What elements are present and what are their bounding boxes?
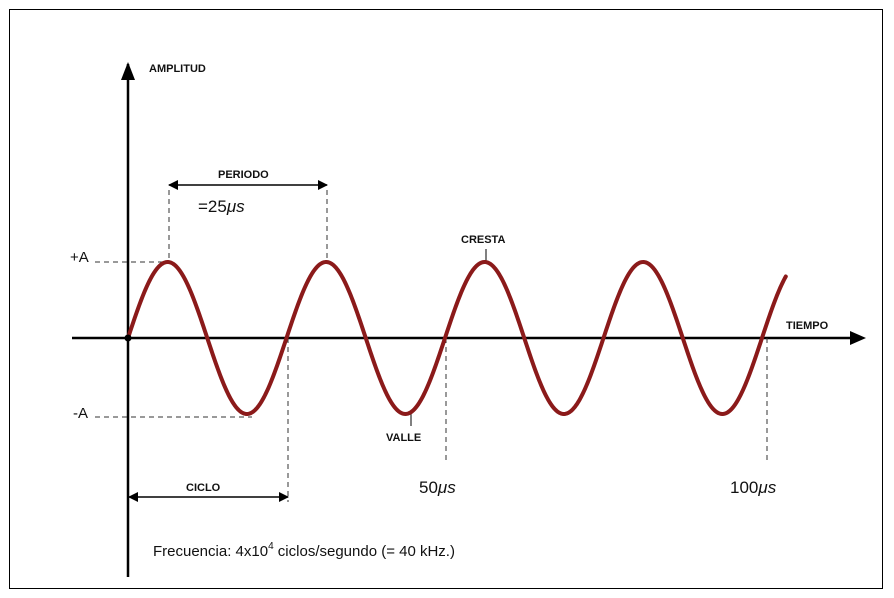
- tick-50-unit: μs: [437, 478, 456, 497]
- x-axis-label: TIEMPO: [786, 320, 829, 332]
- y-axis-arrow: [121, 62, 135, 80]
- origin-dot: [124, 334, 132, 342]
- frequency-exponent: 4: [268, 541, 274, 552]
- tick-100-unit: μs: [757, 478, 776, 497]
- y-axis-label: AMPLITUD: [149, 63, 206, 75]
- tick-50-label: 50μs: [419, 478, 456, 497]
- frequency-prefix: Frecuencia: 4x10: [153, 543, 268, 560]
- tick-50-number: 50: [419, 478, 438, 497]
- period-value-unit: μs: [226, 197, 245, 216]
- frequency-caption: Frecuencia: 4x104 ciclos/segundo (= 40 k…: [153, 541, 455, 560]
- x-axis-arrow: [850, 331, 866, 345]
- tick-100-label: 100μs: [730, 478, 777, 497]
- cycle-label: CICLO: [186, 482, 221, 494]
- tick-100-number: 100: [730, 478, 758, 497]
- period-value: =25μs: [198, 197, 245, 216]
- minus-a-label: -A: [73, 405, 88, 422]
- trough-label: VALLE: [386, 432, 421, 444]
- period-label: PERIODO: [218, 169, 269, 181]
- period-value-number: =25: [198, 197, 227, 216]
- sine-wave: [126, 260, 788, 416]
- plus-a-label: +A: [70, 249, 89, 266]
- crest-label: CRESTA: [461, 234, 505, 246]
- frequency-suffix: ciclos/segundo (= 40 kHz.): [274, 543, 455, 560]
